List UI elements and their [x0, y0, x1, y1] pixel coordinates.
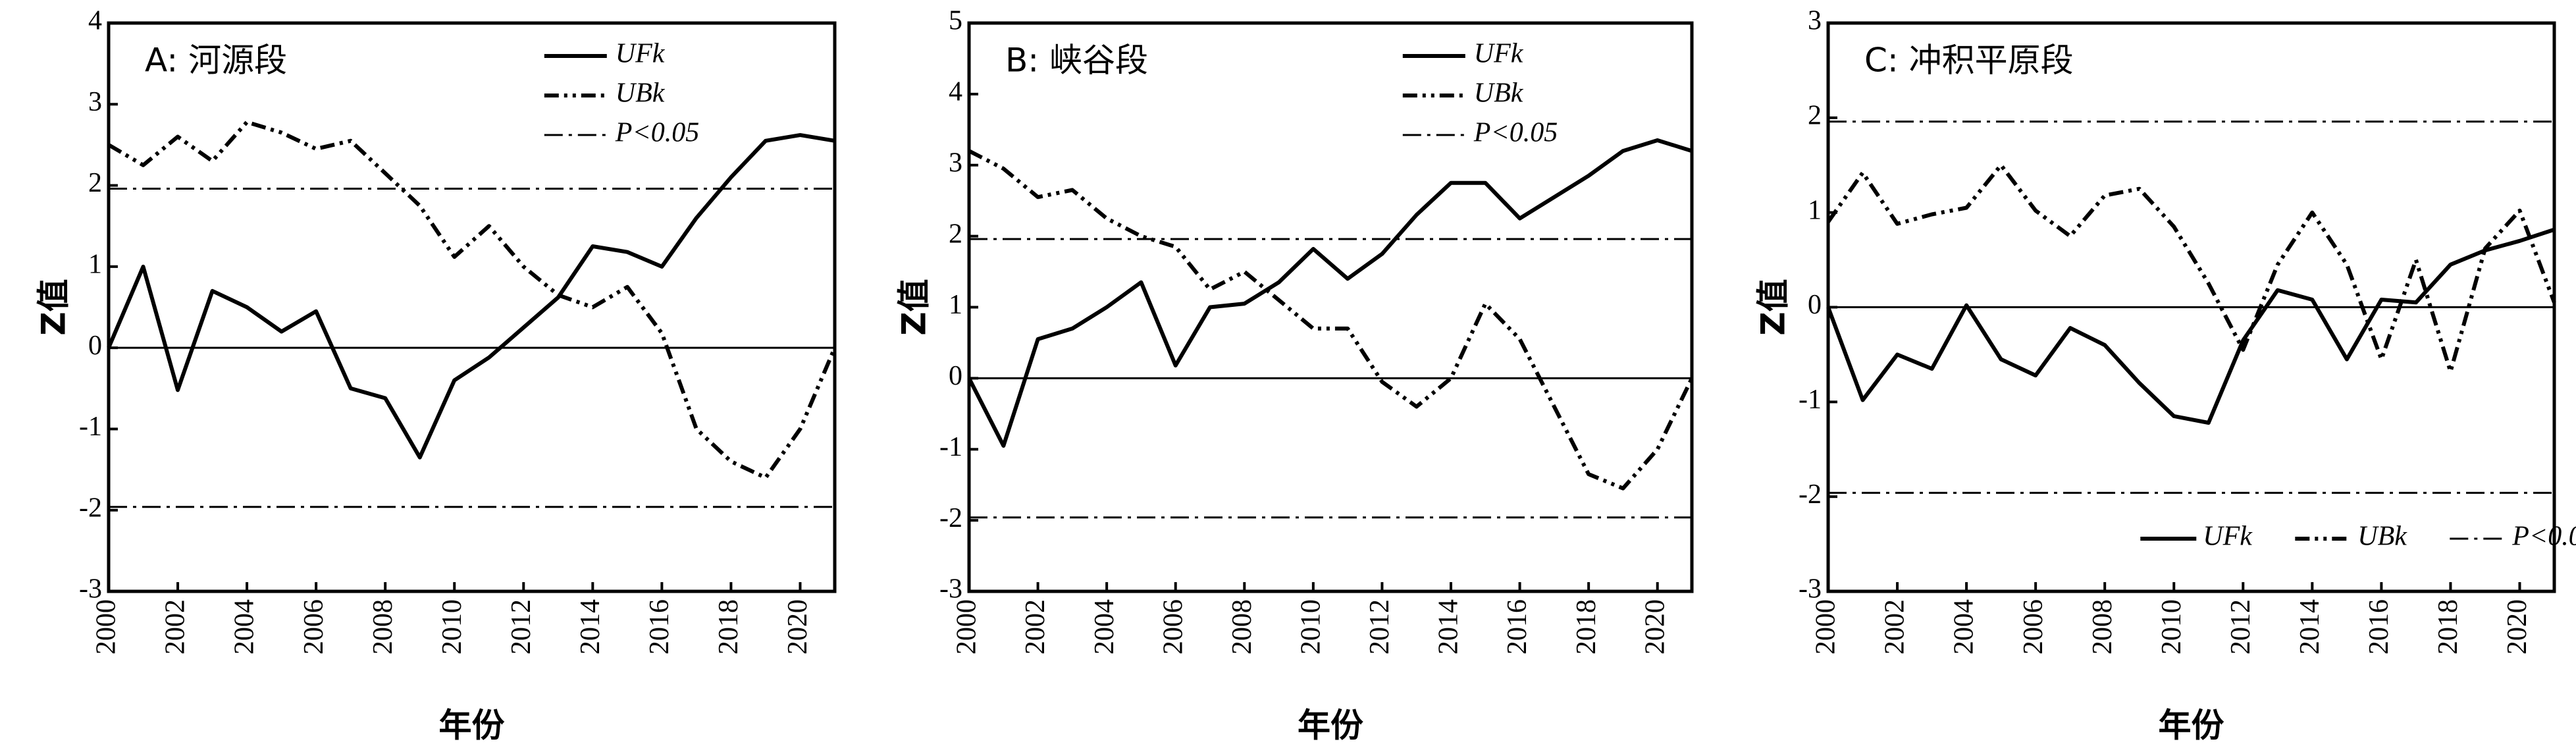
series-line	[1826, 163, 2556, 374]
panel: -3 -2 -1 0 1 2 3 2000 2002 2004 2006 2008 2010 2012 20…	[1754, 6, 2576, 745]
x-tick-label: 2002	[1880, 599, 1910, 655]
legend-label: UBk	[2357, 522, 2407, 552]
y-tick-label: -2	[939, 503, 962, 533]
y-tick-label: 3	[949, 148, 962, 178]
x-tick-label: 2000	[1811, 599, 1841, 655]
legend-label: P<0.05	[2511, 522, 2576, 552]
y-axis-label: Z值	[1754, 279, 1793, 335]
series-line	[1826, 227, 2555, 425]
x-tick-label: 2016	[1502, 599, 1533, 655]
y-tick-label: -2	[1799, 479, 1822, 510]
x-tick-label: 2004	[1949, 599, 1980, 655]
x-tick-label: 2008	[2088, 599, 2118, 655]
y-tick-label: 0	[1808, 290, 1822, 320]
x-tick-label: 2010	[1296, 599, 1326, 655]
chart-title: A: 河源段	[145, 41, 287, 80]
x-tick-label: 2020	[1640, 599, 1670, 655]
x-tick-label: 2010	[2157, 599, 2187, 655]
plot-frame	[107, 21, 837, 593]
x-axis-label: 年份	[2159, 707, 2224, 745]
y-tick-label: 4	[88, 6, 102, 36]
x-tick-label: 2020	[2502, 599, 2533, 655]
y-tick-label: 1	[1808, 195, 1822, 225]
x-tick-label: 2014	[1434, 599, 1464, 655]
chart-title: C: 冲积平原段	[1864, 41, 2074, 80]
x-tick-label: 2018	[1571, 599, 1602, 655]
y-tick-label: -3	[79, 574, 102, 605]
x-tick-label: 2014	[575, 599, 606, 655]
series-line	[107, 133, 835, 460]
panel: -3 -2 -1 0 1 2 3 4 5 2000 2002 2004 2006 2008 2010 2012…	[895, 6, 1694, 745]
y-tick-label: -1	[939, 432, 962, 462]
y-tick-label: 5	[949, 6, 962, 36]
x-tick-label: 2006	[299, 599, 329, 655]
x-tick-label: 2012	[1365, 599, 1395, 655]
y-axis-label: Z值	[895, 279, 933, 335]
x-tick-label: 2008	[1227, 599, 1257, 655]
x-axis-label: 年份	[1298, 707, 1363, 745]
legend-label: UFk	[2203, 522, 2253, 552]
y-tick-label: 4	[949, 77, 962, 107]
legend-label: UFk	[616, 39, 666, 69]
series-line	[968, 149, 1694, 491]
y-tick-label: -1	[1799, 385, 1822, 415]
y-tick-label: 0	[88, 331, 102, 361]
x-tick-label: 2010	[437, 599, 467, 655]
y-tick-label: -3	[939, 574, 962, 605]
x-tick-label: 2004	[1090, 599, 1120, 655]
x-tick-label: 2008	[368, 599, 398, 655]
x-tick-label: 2004	[230, 599, 260, 655]
legend-label: P<0.05	[615, 118, 700, 148]
y-tick-label: 1	[949, 290, 962, 320]
x-tick-label: 2014	[2295, 599, 2325, 655]
legend-label: UBk	[616, 78, 666, 109]
x-tick-label: 2002	[1020, 599, 1051, 655]
x-tick-label: 2006	[2018, 599, 2049, 655]
y-tick-label: 2	[88, 168, 102, 198]
y-tick-label: 3	[88, 87, 102, 117]
panel: -3 -2 -1 0 1 2 3 4 2000 2002 2004 2006 2008 2010 2012 2…	[35, 6, 837, 745]
x-tick-label: 2006	[1158, 599, 1188, 655]
y-tick-label: -3	[1799, 574, 1822, 605]
legend-label: P<0.05	[1473, 118, 1558, 148]
x-tick-label: 2020	[783, 599, 813, 655]
x-tick-label: 2018	[2433, 599, 2463, 655]
x-tick-label: 2016	[644, 599, 675, 655]
y-tick-label: 3	[1808, 6, 1822, 36]
legend-label: UBk	[1474, 78, 1524, 109]
chart-title: B: 峡谷段	[1005, 41, 1148, 80]
x-tick-label: 2016	[2364, 599, 2394, 655]
plot-frame	[967, 21, 1694, 593]
x-axis-label: 年份	[439, 707, 505, 745]
series-line	[107, 120, 837, 480]
x-tick-label: 2012	[506, 599, 537, 655]
legend-label: UFk	[1474, 39, 1524, 69]
y-tick-label: -2	[79, 493, 102, 523]
x-tick-label: 2000	[92, 599, 122, 655]
series-line	[967, 138, 1693, 448]
x-tick-label: 2012	[2226, 599, 2256, 655]
y-tick-label: 2	[1808, 100, 1822, 130]
y-tick-label: 0	[949, 361, 962, 391]
x-tick-label: 2002	[161, 599, 191, 655]
y-tick-label: 2	[949, 219, 962, 249]
x-tick-label: 2000	[952, 599, 982, 655]
y-tick-label: -1	[79, 412, 102, 442]
y-tick-label: 1	[88, 249, 102, 279]
y-axis-label: Z值	[35, 279, 73, 335]
x-tick-label: 2018	[714, 599, 744, 655]
